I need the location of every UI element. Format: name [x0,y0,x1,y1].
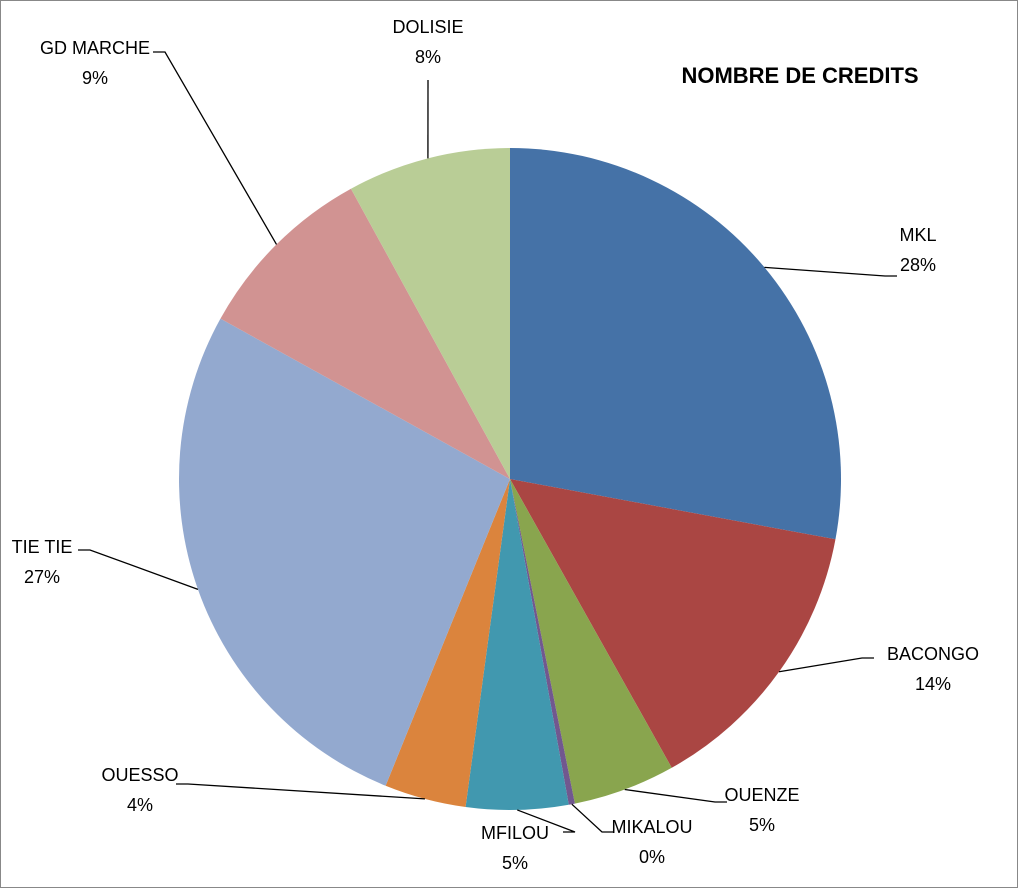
leader-line [153,51,278,245]
leader-line [778,657,874,673]
pie-slice [350,148,510,479]
pie-slice [220,188,510,480]
slice-label: GD MARCHE [40,38,150,58]
leader-line [571,803,614,833]
pie-slice [465,479,569,810]
pie-slice [510,479,672,804]
pie-slice [510,479,575,805]
slice-label: MFILOU [481,823,549,843]
slice-value-label: 14% [915,674,951,694]
pie-slice [510,479,836,768]
leader-line [176,783,425,800]
slice-label: OUENZE [724,785,799,805]
slice-label: BACONGO [887,644,979,664]
slice-value-label: 28% [900,255,936,275]
slice-value-label: 9% [82,68,108,88]
slice-value-label: 5% [749,815,775,835]
pie-slice [178,318,510,786]
slice-label: DOLISIE [392,17,463,37]
slice-value-label: 8% [415,47,441,67]
slice-label: OUESSO [101,765,178,785]
chart-title: NOMBRE DE CREDITS [681,63,918,88]
pie-slice [385,479,510,808]
leader-line [624,788,727,803]
slice-value-label: 4% [127,795,153,815]
leader-line [764,266,897,277]
slice-value-label: 5% [502,853,528,873]
slice-value-label: 0% [639,847,665,867]
slice-label: MIKALOU [611,817,692,837]
leader-line [517,809,576,833]
leader-line [78,549,199,590]
slice-value-label: 27% [24,567,60,587]
slice-label: TIE TIE [12,537,73,557]
pie-slice [510,148,841,540]
slice-label: MKL [899,225,936,245]
